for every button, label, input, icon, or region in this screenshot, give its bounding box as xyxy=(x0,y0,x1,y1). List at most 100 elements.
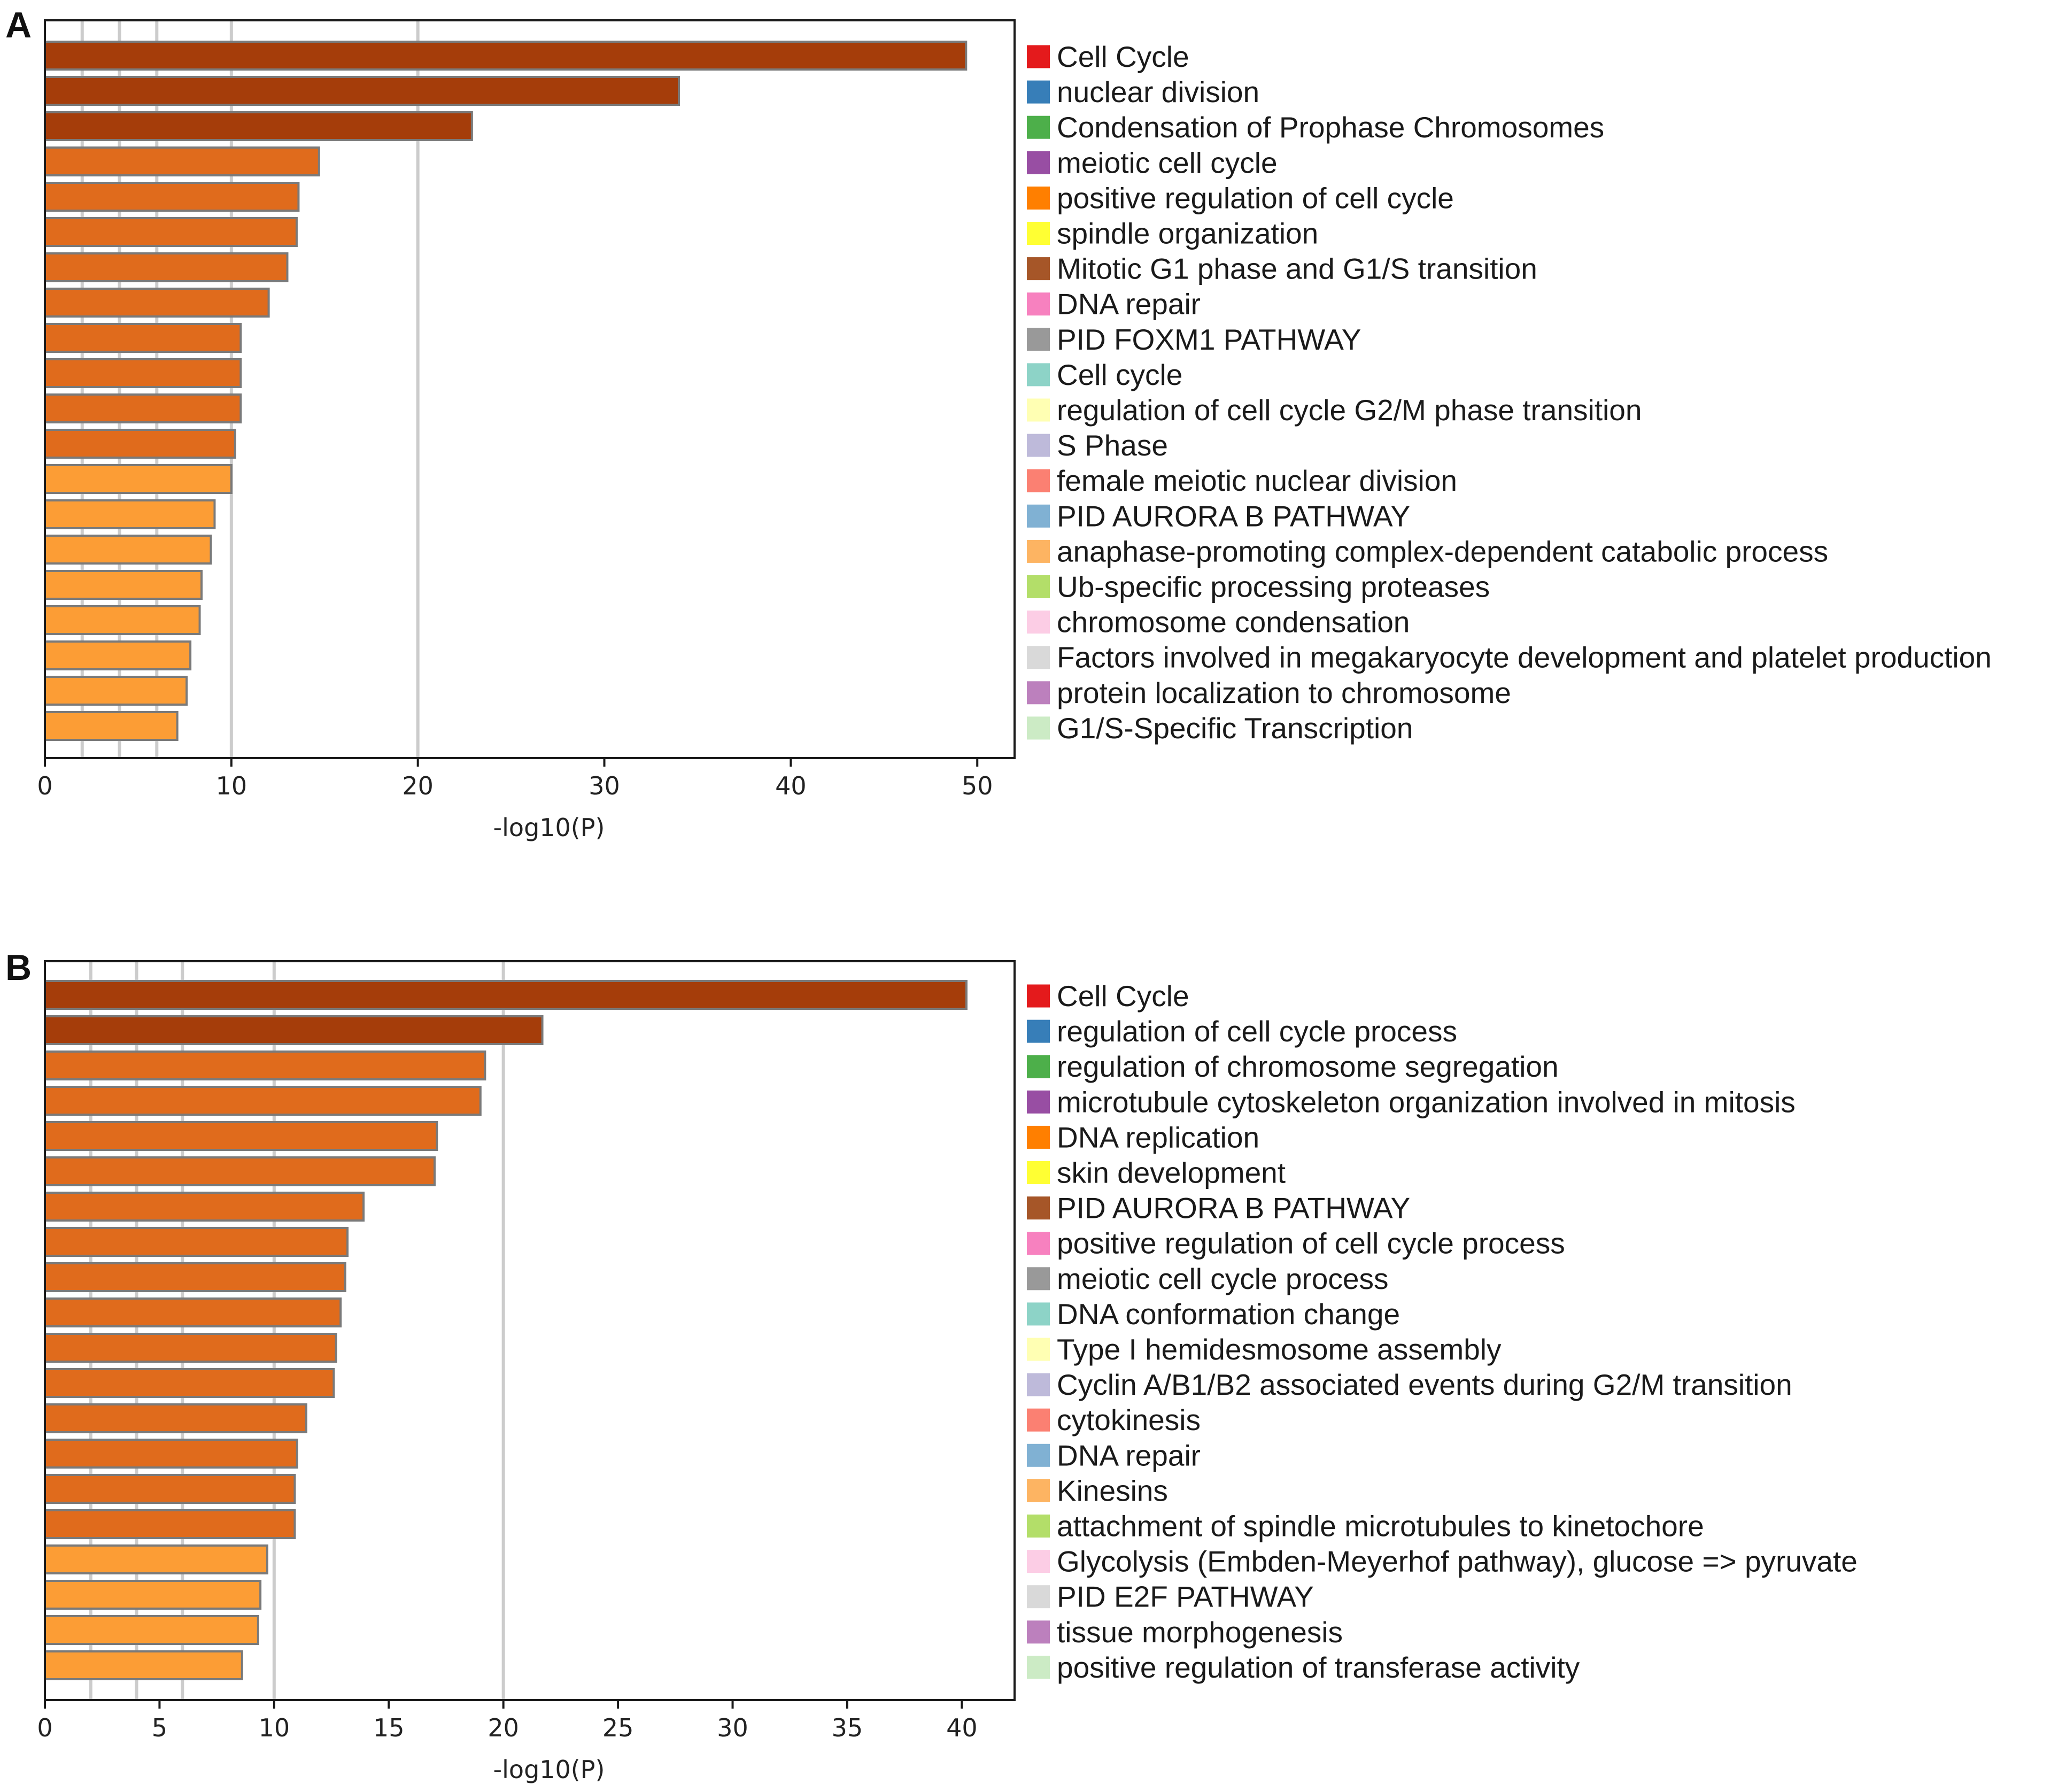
legend-swatch xyxy=(1027,1443,1050,1467)
legend-swatch xyxy=(1027,1656,1050,1679)
x-tick-label: 10 xyxy=(259,1713,290,1742)
bar-meiotic-cell-cycle-process xyxy=(44,1262,346,1292)
bar-meiotic-cell-cycle xyxy=(44,146,320,176)
legend-label-cell-cycle: Cell Cycle xyxy=(1057,40,1189,73)
x-tick-label: 0 xyxy=(37,1713,52,1742)
legend-swatch xyxy=(1027,646,1050,669)
legend-swatch xyxy=(1027,716,1050,740)
legend-label-female-meiotic-nuclear-division: female meiotic nuclear division xyxy=(1057,464,1457,497)
legend-label-pid-aurora-b-pathway: PID AURORA B PATHWAY xyxy=(1057,499,1410,532)
legend-swatch xyxy=(1027,222,1050,245)
legend-swatch xyxy=(1027,292,1050,316)
x-tick-label: 30 xyxy=(717,1713,748,1742)
legend-swatch xyxy=(1027,1585,1050,1609)
x-tick-label: 40 xyxy=(946,1713,978,1742)
bar-glycolysis-embden-meyerhof-pathway-glucose-pyruvate xyxy=(44,1544,268,1574)
x-axis-label: -log10(P) xyxy=(493,1755,605,1784)
legend-swatch xyxy=(1027,1055,1050,1078)
bar-regulation-of-cell-cycle-g2-m-phase-transition xyxy=(44,393,242,423)
bar-pid-e2f-pathway xyxy=(44,1580,262,1610)
x-tick-label: 20 xyxy=(402,771,434,800)
bar-condensation-of-prophase-chromosomes xyxy=(44,111,473,141)
legend-label-attachment-of-spindle-microtubules-to-kinetochore: attachment of spindle microtubules to ki… xyxy=(1057,1510,1704,1543)
legend-label-pid-aurora-b-pathway: PID AURORA B PATHWAY xyxy=(1057,1192,1410,1225)
legend-label-regulation-of-cell-cycle-process: regulation of cell cycle process xyxy=(1057,1015,1457,1048)
legend-swatch xyxy=(1027,151,1050,174)
legend-label-positive-regulation-of-transferase-activity: positive regulation of transferase activ… xyxy=(1057,1651,1580,1684)
legend-label-mitotic-g1-phase-and-g1-s-transition: Mitotic G1 phase and G1/S transition xyxy=(1057,252,1537,285)
legend-swatch xyxy=(1027,80,1050,104)
legend-label-factors-involved-in-megakaryocyte-development-and-platelet-production: Factors involved in megakaryocyte develo… xyxy=(1057,641,1992,674)
legend-swatch xyxy=(1027,1090,1050,1114)
legend-label-positive-regulation-of-cell-cycle: positive regulation of cell cycle xyxy=(1057,181,1454,214)
legend-swatch xyxy=(1027,328,1050,351)
legend-label-dna-repair: DNA repair xyxy=(1057,288,1201,321)
legend-swatch xyxy=(1027,1232,1050,1255)
x-tick-label: 25 xyxy=(602,1713,634,1742)
bar-dna-conformation-change xyxy=(44,1297,342,1327)
legend-swatch xyxy=(1027,115,1050,139)
bar-dna-replication xyxy=(44,1121,438,1151)
axes-frame xyxy=(44,19,1016,759)
bar-attachment-of-spindle-microtubules-to-kinetochore xyxy=(44,1509,296,1539)
legend-label-spindle-organization: spindle organization xyxy=(1057,217,1318,250)
legend-swatch xyxy=(1027,186,1050,210)
bar-anaphase-promoting-complex-dependent-catabolic-process xyxy=(44,535,212,565)
legend-swatch xyxy=(1027,1620,1050,1644)
panel-letter: B xyxy=(5,947,32,988)
legend-swatch xyxy=(1027,504,1050,528)
bar-protein-localization-to-chromosome xyxy=(44,676,188,706)
legend-swatch xyxy=(1027,1515,1050,1538)
bar-cell-cycle xyxy=(44,980,968,1010)
legend-label-glycolysis-embden-meyerhof-pathway-glucose-pyruvate: Glycolysis (Embden-Meyerhof pathway), gl… xyxy=(1057,1545,1858,1578)
legend-label-g1-s-specific-transcription: G1/S-Specific Transcription xyxy=(1057,712,1413,745)
legend-label-anaphase-promoting-complex-dependent-catabolic-process: anaphase-promoting complex-dependent cat… xyxy=(1057,535,1828,568)
bar-kinesins xyxy=(44,1474,296,1504)
legend-label-cytokinesis: cytokinesis xyxy=(1057,1403,1201,1436)
bar-cyclin-a-b1-b2-associated-events-during-g2-m-transition xyxy=(44,1368,335,1398)
legend-label-pid-e2f-pathway: PID E2F PATHWAY xyxy=(1057,1580,1314,1613)
legend-label-positive-regulation-of-cell-cycle-process: positive regulation of cell cycle proces… xyxy=(1057,1227,1565,1260)
bar-skin-development xyxy=(44,1156,436,1186)
legend-label-meiotic-cell-cycle-process: meiotic cell cycle process xyxy=(1057,1262,1388,1295)
bar-regulation-of-chromosome-segregation xyxy=(44,1051,486,1080)
legend-label-regulation-of-cell-cycle-g2-m-phase-transition: regulation of cell cycle G2/M phase tran… xyxy=(1057,393,1642,427)
legend-swatch xyxy=(1027,1479,1050,1502)
axes-frame xyxy=(44,960,1016,1701)
legend-swatch xyxy=(1027,398,1050,422)
bar-cell-cycle xyxy=(44,41,968,71)
legend-label-microtubule-cytoskeleton-organization-involved-in-mitosis: microtubule cytoskeleton organization in… xyxy=(1057,1085,1796,1118)
bar-cell-cycle xyxy=(44,358,242,388)
bar-tissue-morphogenesis xyxy=(44,1615,259,1645)
legend-label-skin-development: skin development xyxy=(1057,1156,1286,1189)
legend-label-tissue-morphogenesis: tissue morphogenesis xyxy=(1057,1616,1343,1649)
x-tick-label: 40 xyxy=(775,771,807,800)
bar-cytokinesis xyxy=(44,1403,307,1433)
legend-swatch xyxy=(1027,539,1050,563)
legend-label-chromosome-condensation: chromosome condensation xyxy=(1057,606,1410,639)
legend-swatch xyxy=(1027,1267,1050,1291)
x-tick-label: 35 xyxy=(832,1713,863,1742)
legend-label-cell-cycle: Cell cycle xyxy=(1057,358,1182,391)
x-tick-label: 15 xyxy=(373,1713,405,1742)
legend-swatch xyxy=(1027,1373,1050,1396)
x-tick-label: 10 xyxy=(216,771,247,800)
legend-swatch xyxy=(1027,611,1050,634)
x-tick-label: 20 xyxy=(488,1713,519,1742)
legend-label-dna-conformation-change: DNA conformation change xyxy=(1057,1297,1400,1331)
bar-microtubule-cytoskeleton-organization-involved-in-mitosis xyxy=(44,1086,482,1116)
legend-label-cyclin-a-b1-b2-associated-events-during-g2-m-transition: Cyclin A/B1/B2 associated events during … xyxy=(1057,1368,1792,1401)
legend-swatch xyxy=(1027,45,1050,68)
legend-label-kinesins: Kinesins xyxy=(1057,1474,1168,1507)
bar-nuclear-division xyxy=(44,76,680,106)
legend-swatch xyxy=(1027,681,1050,705)
legend-label-condensation-of-prophase-chromosomes: Condensation of Prophase Chromosomes xyxy=(1057,111,1604,144)
x-tick-label: 30 xyxy=(589,771,620,800)
bar-positive-regulation-of-cell-cycle-process xyxy=(44,1227,349,1257)
legend-label-type-i-hemidesmosome-assembly: Type I hemidesmosome assembly xyxy=(1057,1333,1502,1366)
bar-dna-repair xyxy=(44,288,270,318)
legend-swatch xyxy=(1027,1302,1050,1326)
legend-swatch xyxy=(1027,1125,1050,1149)
